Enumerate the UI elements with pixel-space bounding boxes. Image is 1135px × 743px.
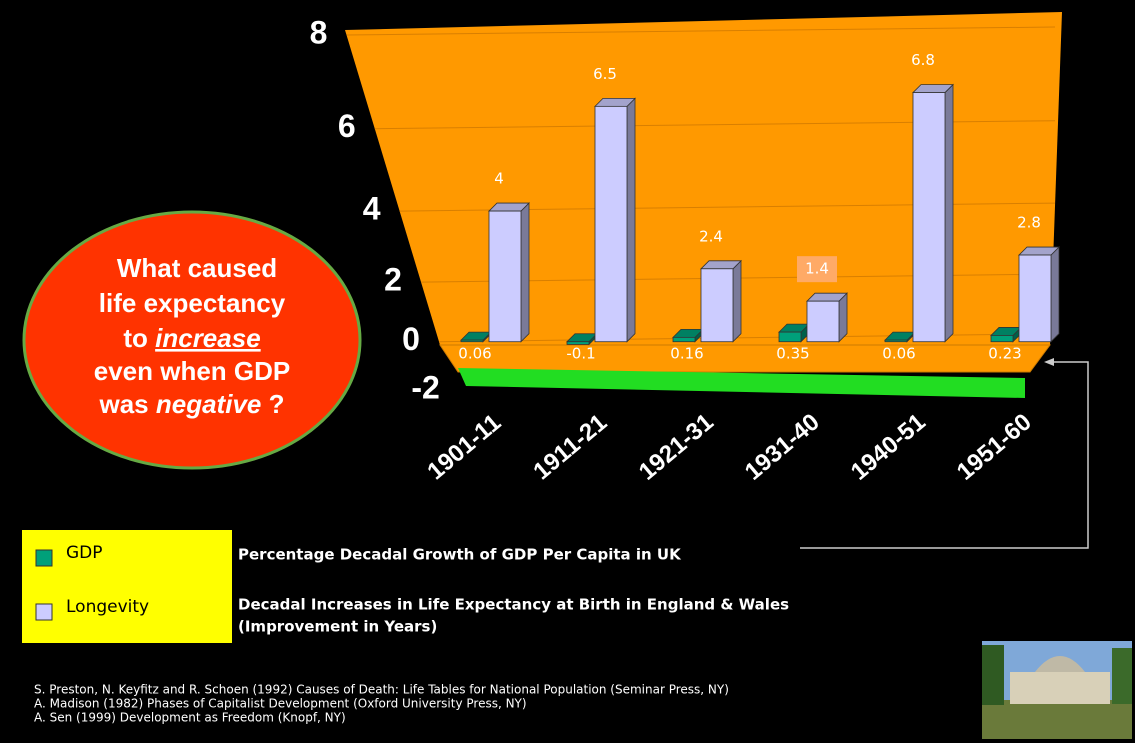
y-tick-label: 2: [384, 262, 402, 298]
callout-emphasis: increase: [155, 323, 261, 353]
photo: [982, 641, 1132, 739]
reference: A. Sen (1999) Development as Freedom (Kn…: [34, 711, 346, 725]
value-label: 0.16: [670, 345, 703, 363]
y-tick-label: 0: [402, 321, 420, 357]
callout-line: to increase: [123, 323, 260, 353]
legend-box: [22, 530, 232, 643]
series-description: Percentage Decadal Growth of GDP Per Cap…: [238, 546, 682, 564]
y-tick-label: 6: [338, 108, 356, 144]
slide: What caused life expectancy to increase …: [0, 0, 1135, 743]
bar: [779, 332, 801, 342]
bar: [1019, 255, 1051, 342]
y-tick-label: 4: [363, 191, 381, 227]
value-label: 0.06: [458, 345, 491, 363]
bar: [673, 337, 695, 341]
bar: [807, 301, 839, 342]
legend-swatch: [36, 550, 52, 566]
bar: [885, 340, 907, 342]
bar-side: [945, 85, 953, 342]
floor: [440, 345, 1050, 372]
bar-side: [1051, 247, 1059, 342]
bar: [489, 211, 521, 342]
value-label: -0.1: [566, 345, 595, 363]
photo-tree: [982, 645, 1004, 705]
callout-line: was negative ?: [98, 389, 284, 419]
series-description: (Improvement in Years): [238, 618, 437, 636]
bar-side: [733, 261, 741, 342]
bar-side: [521, 203, 529, 342]
value-label: 0.23: [988, 345, 1021, 363]
y-tick-label: 8: [310, 14, 328, 50]
bar: [701, 269, 733, 342]
value-label: 2.4: [699, 227, 723, 245]
bar: [461, 340, 483, 342]
callout-word: was: [98, 389, 148, 419]
callout-word: to: [123, 323, 148, 353]
reference: S. Preston, N. Keyfitz and R. Schoen (19…: [34, 683, 729, 697]
value-label: 2.8: [1017, 214, 1041, 232]
callout-emphasis: negative: [156, 389, 262, 419]
value-label: 1.4: [805, 260, 829, 278]
photo-lawn: [982, 700, 1132, 739]
value-label: 6.8: [911, 51, 935, 69]
callout-line: even when GDP: [94, 356, 291, 386]
callout-line: What caused: [117, 253, 277, 283]
value-label: 4: [494, 170, 504, 188]
callout-word: ?: [269, 389, 285, 419]
photo-tree: [1112, 648, 1132, 704]
value-label: 0.06: [882, 345, 915, 363]
callout-line: life expectancy: [99, 288, 286, 318]
bar: [991, 335, 1013, 341]
legend-swatch: [36, 604, 52, 620]
legend-label: GDP: [66, 543, 103, 563]
reference: A. Madison (1982) Phases of Capitalist D…: [34, 697, 527, 711]
value-label: 6.5: [593, 65, 617, 83]
bar-side: [627, 98, 635, 341]
callout: What caused life expectancy to increase …: [24, 212, 360, 468]
value-label: 0.35: [776, 345, 809, 363]
bar: [913, 93, 945, 342]
series-description: Decadal Increases in Life Expectancy at …: [238, 596, 789, 614]
y-tick-label: -2: [411, 369, 439, 405]
photo-building: [1010, 672, 1110, 704]
legend-label: Longevity: [66, 597, 149, 617]
bar: [595, 106, 627, 341]
